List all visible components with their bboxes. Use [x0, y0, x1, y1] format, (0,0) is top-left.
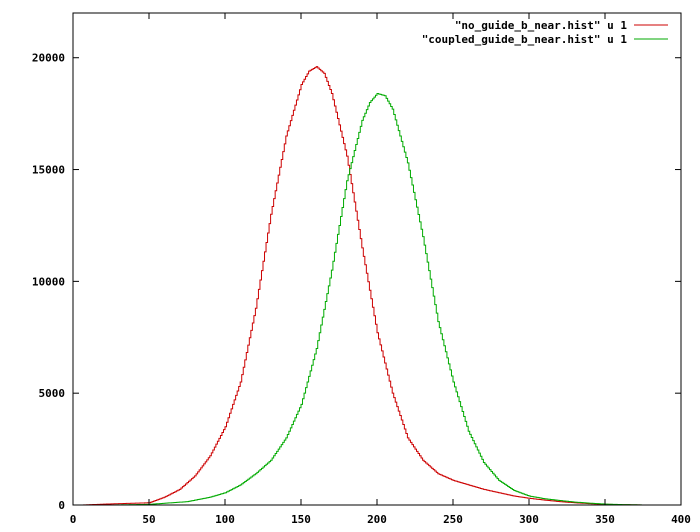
x-tick-label: 200 — [367, 513, 387, 526]
legend-label-2: "coupled_guide_b_near.hist" u 1 — [422, 33, 628, 46]
x-tick-label: 250 — [443, 513, 463, 526]
series-line-1 — [80, 66, 645, 506]
y-tick-label: 10000 — [32, 275, 65, 288]
legend-label-1: "no_guide_b_near.hist" u 1 — [455, 19, 628, 32]
axis-layer: 0 50 100 150 200 250 300 350 400 0 5000 10000 15000 2… — [32, 13, 691, 526]
y-tick-label: 5000 — [39, 387, 66, 400]
plot-layer — [80, 66, 645, 506]
x-tick-label: 300 — [519, 513, 539, 526]
x-tick-label: 50 — [142, 513, 155, 526]
x-tick-label: 150 — [291, 513, 311, 526]
x-tick-label: 0 — [70, 513, 77, 526]
plot-frame — [72, 12, 682, 506]
y-tick-label: 0 — [58, 499, 65, 512]
x-tick-label: 350 — [595, 513, 615, 526]
y-tick-label: 15000 — [32, 164, 65, 177]
series-line-2 — [111, 93, 645, 506]
legend: "no_guide_b_near.hist" u 1"coupled_guide… — [422, 19, 668, 46]
y-tick-label: 20000 — [32, 52, 65, 65]
x-tick-label: 400 — [671, 513, 691, 526]
x-tick-label: 100 — [215, 513, 235, 526]
